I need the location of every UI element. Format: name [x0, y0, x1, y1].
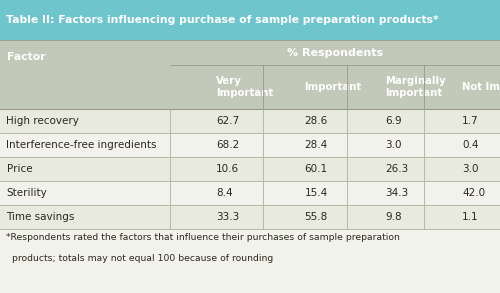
Text: 42.0: 42.0	[462, 188, 485, 198]
Text: 60.1: 60.1	[304, 164, 328, 174]
Bar	[0, 229, 500, 293]
Text: Sterility: Sterility	[6, 188, 47, 198]
Text: 28.6: 28.6	[304, 116, 328, 126]
Text: 1.1: 1.1	[462, 212, 478, 222]
Text: Not Important: Not Important	[462, 82, 500, 92]
Text: 68.2: 68.2	[216, 140, 240, 150]
Bar	[0, 205, 500, 229]
Text: 28.4: 28.4	[304, 140, 328, 150]
Text: 34.3: 34.3	[385, 188, 408, 198]
Text: 3.0: 3.0	[385, 140, 402, 150]
Text: 26.3: 26.3	[385, 164, 408, 174]
Text: 62.7: 62.7	[216, 116, 240, 126]
Text: Very
Important: Very Important	[216, 76, 274, 98]
Text: 15.4: 15.4	[304, 188, 328, 198]
Text: Price: Price	[6, 164, 32, 174]
Bar	[0, 157, 500, 181]
Text: Time savings: Time savings	[6, 212, 75, 222]
Bar	[0, 40, 500, 109]
Text: 9.8: 9.8	[385, 212, 402, 222]
Bar	[0, 109, 500, 133]
Text: 1.7: 1.7	[462, 116, 478, 126]
Text: *Respondents rated the factors that influence their purchases of sample preparat: *Respondents rated the factors that infl…	[6, 233, 400, 242]
Text: Interference-free ingredients: Interference-free ingredients	[6, 140, 157, 150]
Text: Factor: Factor	[6, 52, 45, 62]
Text: 0.4: 0.4	[462, 140, 478, 150]
Text: Table II: Factors influencing purchase of sample preparation products*: Table II: Factors influencing purchase o…	[6, 15, 439, 25]
Text: Important: Important	[304, 82, 362, 92]
Text: Marginally
Important: Marginally Important	[385, 76, 446, 98]
Bar	[0, 133, 500, 157]
Text: 10.6: 10.6	[216, 164, 240, 174]
Text: products; totals may not equal 100 because of rounding: products; totals may not equal 100 becau…	[6, 254, 274, 263]
Text: High recovery: High recovery	[6, 116, 80, 126]
Text: 3.0: 3.0	[462, 164, 478, 174]
Text: 55.8: 55.8	[304, 212, 328, 222]
Text: 8.4: 8.4	[216, 188, 233, 198]
Text: % Respondents: % Respondents	[287, 48, 383, 58]
Bar	[0, 181, 500, 205]
Text: 33.3: 33.3	[216, 212, 240, 222]
Text: 6.9: 6.9	[385, 116, 402, 126]
Bar	[0, 0, 500, 40]
